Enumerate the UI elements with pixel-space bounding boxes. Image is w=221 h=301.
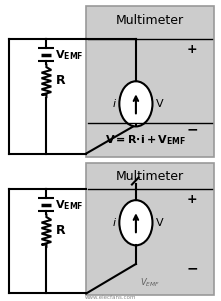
Text: −: −	[187, 123, 198, 136]
FancyBboxPatch shape	[86, 6, 214, 157]
Text: +: +	[187, 43, 198, 56]
Text: $\mathbf{R}$: $\mathbf{R}$	[55, 74, 67, 88]
Text: Multimeter: Multimeter	[116, 170, 184, 183]
Text: i: i	[113, 218, 116, 228]
Circle shape	[119, 200, 152, 245]
Text: $V_{EMF}$: $V_{EMF}$	[140, 276, 160, 289]
Text: $\mathbf{R}$: $\mathbf{R}$	[55, 224, 67, 237]
Text: V: V	[156, 218, 164, 228]
Text: $\mathbf{V_{EMF}}$: $\mathbf{V_{EMF}}$	[55, 48, 84, 62]
Text: Multimeter: Multimeter	[116, 14, 184, 26]
Text: −: −	[187, 262, 198, 275]
Text: +: +	[187, 193, 198, 206]
Text: i: i	[113, 99, 116, 109]
Text: www.elecfans.com: www.elecfans.com	[85, 295, 136, 300]
Circle shape	[119, 81, 152, 126]
Text: $\mathbf{V_{EMF}}$: $\mathbf{V_{EMF}}$	[55, 198, 84, 212]
Text: $\mathbf{V=R{\cdot}i+V_{EMF}}$: $\mathbf{V=R{\cdot}i+V_{EMF}}$	[105, 133, 186, 147]
Text: V: V	[156, 99, 164, 109]
FancyBboxPatch shape	[86, 163, 214, 295]
